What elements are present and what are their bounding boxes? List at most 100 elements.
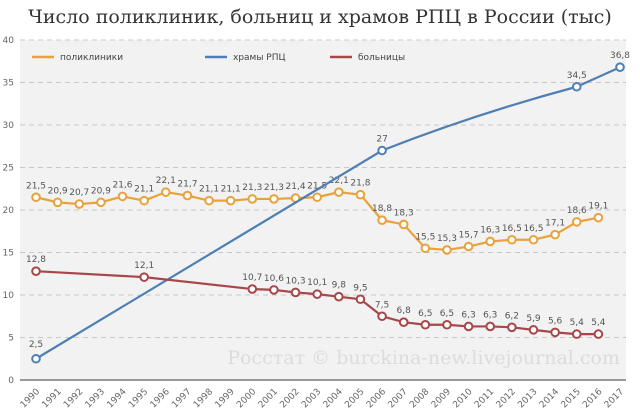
series-line: [35, 66, 621, 360]
x-tick-label: 1998: [192, 387, 215, 410]
x-tick-label: 2013: [516, 387, 539, 410]
data-label: 18,8: [372, 204, 392, 214]
data-label: 5,6: [548, 316, 563, 326]
data-label: 5,9: [526, 314, 541, 324]
data-point: [571, 81, 582, 92]
data-point: [139, 195, 149, 206]
data-label: 6,3: [483, 310, 497, 320]
data-point: [571, 329, 582, 339]
data-point: [420, 319, 431, 330]
y-tick-label: 30: [3, 121, 15, 131]
x-tick-label: 2015: [560, 387, 583, 410]
x-tick-label: 1992: [62, 387, 85, 410]
x-tick-label: 1990: [19, 387, 42, 410]
data-point: [485, 236, 496, 247]
data-label: 15,7: [459, 231, 479, 241]
data-label: 10,1: [307, 278, 327, 288]
data-label: 34,5: [567, 71, 587, 81]
data-label: 18,6: [567, 206, 587, 216]
legend-label: больницы: [358, 53, 405, 63]
data-point: [31, 266, 41, 277]
data-label: 21,1: [199, 185, 219, 195]
data-label: 10,6: [264, 274, 284, 284]
x-tick-label: 2016: [581, 387, 604, 410]
data-point: [355, 294, 366, 305]
data-label: 16,3: [480, 225, 500, 235]
data-label: 22,1: [329, 176, 349, 186]
data-point: [312, 192, 322, 203]
x-tick-label: 2000: [235, 387, 258, 410]
data-label: 6,2: [505, 311, 519, 321]
data-point: [204, 195, 214, 206]
x-tick-label: 2007: [387, 387, 410, 410]
data-label: 36,8: [610, 51, 630, 61]
x-tick-label: 2014: [538, 387, 561, 410]
x-tick-label: 1999: [214, 387, 237, 410]
data-point: [550, 229, 560, 240]
data-point: [463, 321, 474, 332]
data-label: 15,3: [437, 234, 457, 244]
data-point: [96, 197, 106, 208]
data-label: 12,8: [26, 255, 46, 265]
x-tick-label: 1994: [105, 387, 128, 410]
data-label: 9,8: [332, 281, 347, 291]
data-label: 18,3: [394, 208, 414, 218]
data-point: [485, 321, 496, 332]
x-tick-label: 2010: [451, 387, 474, 410]
data-label: 21,8: [350, 179, 370, 189]
data-point: [420, 243, 431, 254]
y-tick-label: 5: [8, 334, 14, 344]
x-tick-label: 2002: [278, 387, 301, 410]
data-point: [593, 212, 604, 223]
data-point: [507, 322, 517, 333]
data-label: 6,5: [440, 309, 454, 319]
data-label: 5,4: [591, 318, 606, 328]
data-label: 7,5: [375, 300, 389, 310]
data-point: [398, 317, 409, 328]
data-point: [117, 191, 128, 202]
data-point: [334, 291, 344, 302]
y-tick-label: 15: [3, 249, 14, 259]
data-point: [334, 187, 344, 197]
data-label: 20,9: [91, 186, 111, 196]
data-label: 21,4: [286, 182, 306, 192]
x-tick-label: 1993: [84, 387, 107, 410]
data-point: [507, 234, 517, 245]
data-label: 10,3: [286, 276, 306, 286]
data-label: 15,5: [415, 232, 435, 242]
x-tick-label: 1996: [149, 387, 172, 410]
x-tick-label: 2009: [430, 387, 453, 410]
data-label: 27: [376, 135, 387, 145]
data-label: 2,5: [29, 340, 43, 350]
data-label: 21,6: [112, 180, 132, 190]
data-point: [312, 289, 322, 299]
y-tick-label: 35: [3, 79, 14, 89]
x-tick-label: 2017: [603, 387, 626, 410]
data-label: 20,9: [48, 186, 68, 196]
data-point: [290, 287, 301, 298]
data-point: [139, 272, 149, 282]
data-point: [528, 325, 539, 335]
data-point: [528, 234, 539, 245]
data-point: [442, 319, 452, 330]
data-point: [52, 197, 63, 208]
data-point: [225, 195, 236, 206]
data-label: 5,4: [570, 318, 585, 328]
data-point: [31, 192, 41, 203]
data-label: 16,5: [523, 224, 543, 234]
data-point: [247, 284, 258, 294]
x-tick-label: 2004: [322, 387, 345, 410]
data-label: 12,1: [134, 261, 154, 271]
x-tick-label: 2012: [495, 387, 518, 410]
data-label: 10,7: [242, 273, 262, 283]
x-tick-label: 1995: [127, 387, 150, 410]
data-point: [269, 194, 279, 204]
data-point: [377, 215, 387, 225]
data-label: 21,7: [177, 180, 197, 190]
y-tick-label: 0: [8, 376, 14, 386]
data-label: 6,3: [461, 310, 475, 320]
y-tick-label: 25: [3, 164, 14, 174]
data-point: [377, 145, 387, 156]
data-label: 16,5: [502, 224, 522, 234]
